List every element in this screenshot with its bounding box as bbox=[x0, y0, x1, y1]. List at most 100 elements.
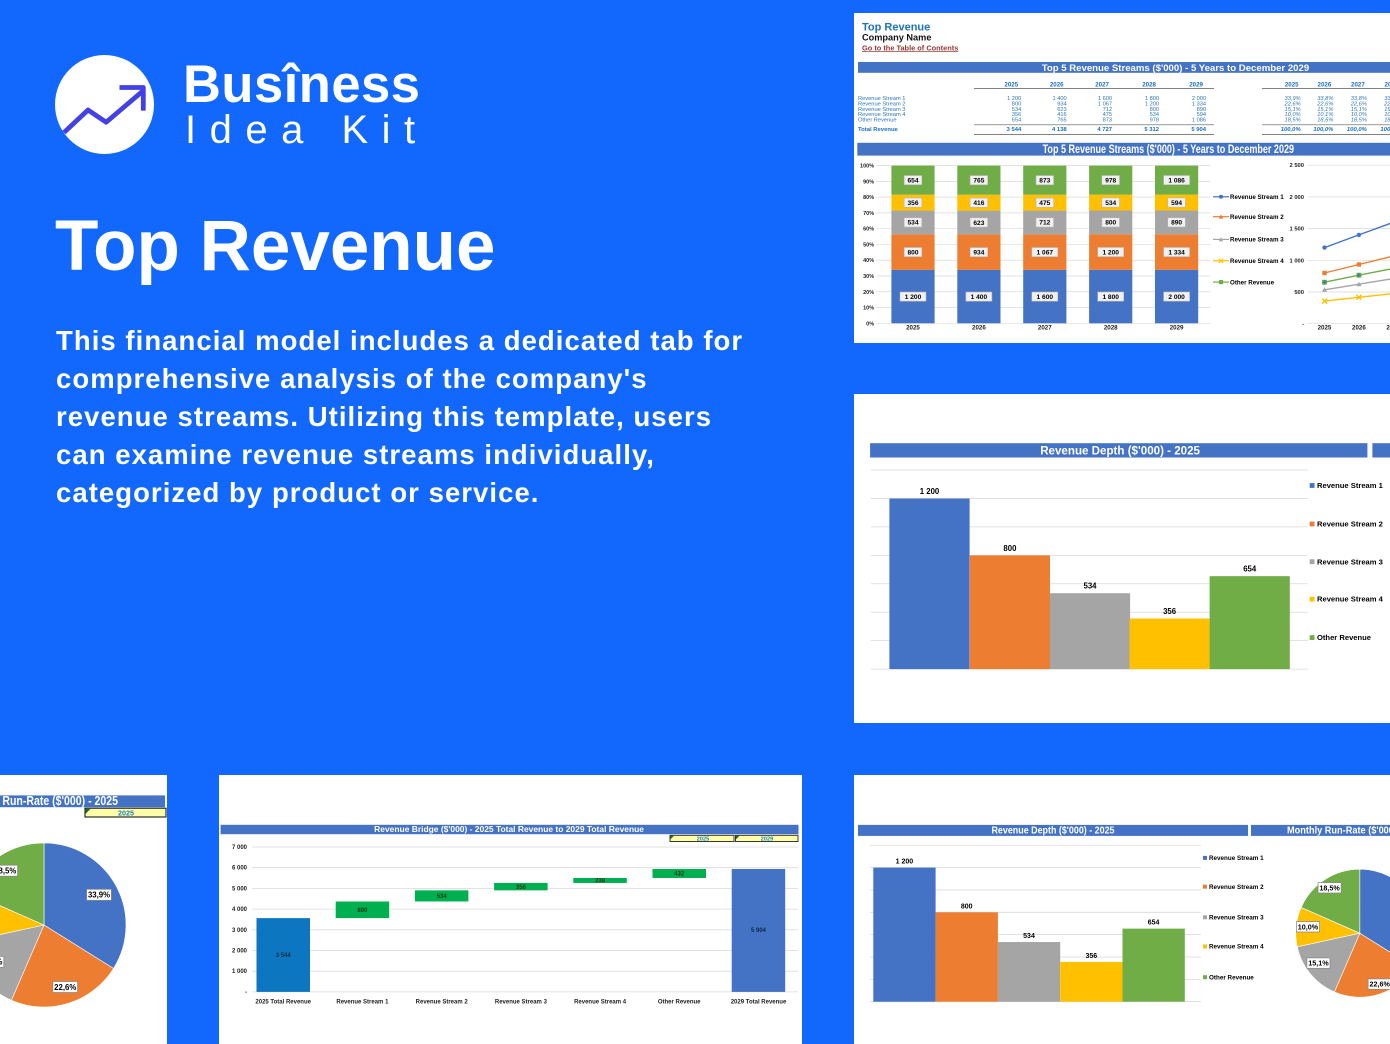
svg-text:1 334: 1 334 bbox=[1192, 101, 1206, 107]
svg-text:22,6%: 22,6% bbox=[1284, 101, 1301, 107]
svg-text:2 000: 2 000 bbox=[1168, 294, 1185, 301]
svg-text:2026: 2026 bbox=[1352, 325, 1366, 332]
svg-text:2027: 2027 bbox=[1386, 325, 1390, 332]
svg-text:2026: 2026 bbox=[1050, 82, 1064, 89]
svg-text:90%: 90% bbox=[863, 179, 874, 185]
svg-text:3 544: 3 544 bbox=[276, 953, 292, 959]
svg-text:4 138: 4 138 bbox=[1052, 127, 1067, 133]
svg-text:1 067: 1 067 bbox=[1098, 101, 1112, 107]
svg-text:890: 890 bbox=[1171, 220, 1182, 227]
svg-text:356: 356 bbox=[1012, 112, 1022, 118]
svg-text:18,4%: 18,4% bbox=[1384, 118, 1390, 124]
svg-text:Revenue Depth ($'000) - 2025: Revenue Depth ($'000) - 2025 bbox=[1040, 443, 1200, 457]
svg-text:765: 765 bbox=[973, 178, 984, 185]
svg-text:654: 654 bbox=[1012, 118, 1022, 124]
svg-text:10,0%: 10,0% bbox=[1285, 112, 1301, 118]
svg-text:33,9%: 33,9% bbox=[1384, 96, 1390, 102]
svg-text:356: 356 bbox=[1163, 607, 1177, 616]
svg-text:40%: 40% bbox=[863, 258, 874, 264]
svg-text:10,0%: 10,0% bbox=[1298, 922, 1319, 931]
svg-text:1 800: 1 800 bbox=[1145, 96, 1159, 102]
svg-text:2026: 2026 bbox=[972, 325, 986, 332]
svg-text:356: 356 bbox=[516, 884, 527, 890]
svg-text:100,0%: 100,0% bbox=[1313, 127, 1334, 133]
svg-text:1 200: 1 200 bbox=[896, 858, 914, 865]
svg-text:Revenue Stream 3: Revenue Stream 3 bbox=[1230, 237, 1284, 244]
svg-text:534: 534 bbox=[1012, 107, 1022, 113]
svg-text:Revenue Stream 3: Revenue Stream 3 bbox=[1209, 914, 1264, 921]
svg-text:Revenue Stream 1: Revenue Stream 1 bbox=[1209, 855, 1264, 862]
svg-text:100,0%: 100,0% bbox=[1347, 127, 1368, 133]
svg-text:22,6%: 22,6% bbox=[54, 982, 76, 991]
svg-text:800: 800 bbox=[1003, 543, 1017, 552]
svg-text:1 600: 1 600 bbox=[1098, 96, 1112, 102]
svg-text:4 727: 4 727 bbox=[1097, 127, 1112, 133]
svg-text:Revenue Stream 1: Revenue Stream 1 bbox=[1230, 194, 1284, 201]
svg-text:Company Name: Company Name bbox=[862, 32, 931, 42]
svg-text:873: 873 bbox=[1039, 178, 1050, 185]
svg-text:2029 Total Revenue: 2029 Total Revenue bbox=[731, 999, 787, 1005]
svg-text:33,8%: 33,8% bbox=[1317, 96, 1333, 102]
svg-text:Other Revenue: Other Revenue bbox=[858, 118, 897, 124]
svg-text:Revenue Stream 1: Revenue Stream 1 bbox=[858, 96, 905, 102]
svg-text:356: 356 bbox=[907, 200, 918, 207]
svg-text:Revenue Stream 4: Revenue Stream 4 bbox=[858, 112, 905, 118]
svg-text:100,0%: 100,0% bbox=[1380, 127, 1390, 133]
svg-text:Revenue Stream 3: Revenue Stream 3 bbox=[495, 999, 548, 1005]
svg-text:15,1%: 15,1% bbox=[1351, 107, 1367, 113]
svg-text:2 000: 2 000 bbox=[232, 948, 248, 954]
svg-text:Revenue Stream 2: Revenue Stream 2 bbox=[1317, 519, 1383, 528]
svg-text:60%: 60% bbox=[863, 227, 874, 233]
svg-text:800: 800 bbox=[357, 908, 368, 914]
svg-text:2 000: 2 000 bbox=[1192, 96, 1206, 102]
svg-text:1 200: 1 200 bbox=[1102, 249, 1119, 256]
svg-text:70%: 70% bbox=[863, 211, 874, 217]
svg-text:22,6%: 22,6% bbox=[1316, 101, 1333, 107]
svg-text:800: 800 bbox=[1105, 220, 1116, 227]
svg-text:2 000: 2 000 bbox=[1289, 195, 1304, 201]
svg-text:765: 765 bbox=[1057, 118, 1067, 124]
svg-text:Other Revenue: Other Revenue bbox=[658, 999, 701, 1005]
svg-text:2027: 2027 bbox=[1038, 325, 1052, 332]
svg-text:1 067: 1 067 bbox=[1037, 249, 1054, 256]
svg-text:-: - bbox=[245, 989, 247, 995]
svg-text:356: 356 bbox=[1085, 952, 1097, 959]
svg-text:2025: 2025 bbox=[1004, 82, 1018, 89]
svg-text:654: 654 bbox=[1148, 919, 1160, 926]
svg-text:2025: 2025 bbox=[697, 836, 709, 842]
svg-text:Revenue Stream 2: Revenue Stream 2 bbox=[416, 999, 469, 1005]
svg-text:Top Revenue: Top Revenue bbox=[862, 22, 930, 34]
svg-text:-: - bbox=[1302, 322, 1304, 328]
svg-text:5 312: 5 312 bbox=[1144, 127, 1159, 133]
svg-text:Revenue Stream 4: Revenue Stream 4 bbox=[1317, 594, 1384, 603]
svg-text:432: 432 bbox=[674, 871, 685, 877]
svg-text:1 200: 1 200 bbox=[919, 487, 939, 496]
svg-text:654: 654 bbox=[1243, 564, 1257, 573]
svg-text:934: 934 bbox=[973, 249, 984, 256]
svg-text:18,5%: 18,5% bbox=[0, 866, 16, 875]
svg-text:534: 534 bbox=[1105, 200, 1116, 207]
svg-text:800: 800 bbox=[961, 903, 973, 910]
svg-text:Revenue Stream 4: Revenue Stream 4 bbox=[574, 999, 627, 1005]
svg-text:2029: 2029 bbox=[761, 836, 773, 842]
svg-text:Revenue Stream 3: Revenue Stream 3 bbox=[858, 107, 905, 113]
svg-text:1 000: 1 000 bbox=[232, 969, 248, 975]
svg-text:534: 534 bbox=[437, 894, 448, 900]
svg-text:623: 623 bbox=[1057, 107, 1067, 113]
svg-text:22,6%: 22,6% bbox=[1383, 101, 1390, 107]
svg-text:18,5%: 18,5% bbox=[1319, 883, 1340, 892]
svg-text:18,5%: 18,5% bbox=[1285, 118, 1301, 124]
svg-text:934: 934 bbox=[1057, 101, 1067, 107]
svg-text:33,8%: 33,8% bbox=[1351, 96, 1367, 102]
svg-text:1 200: 1 200 bbox=[1007, 96, 1021, 102]
svg-text:1 800: 1 800 bbox=[1102, 294, 1119, 301]
svg-text:1 600: 1 600 bbox=[1037, 294, 1054, 301]
svg-text:475: 475 bbox=[1039, 200, 1050, 207]
svg-text:1 086: 1 086 bbox=[1168, 177, 1185, 184]
svg-text:800: 800 bbox=[1150, 107, 1160, 113]
svg-text:10,0%: 10,0% bbox=[1351, 112, 1367, 118]
svg-text:1 000: 1 000 bbox=[1289, 258, 1304, 264]
svg-text:800: 800 bbox=[1012, 101, 1022, 107]
svg-text:10,1%: 10,1% bbox=[1317, 112, 1333, 118]
svg-text:15,1%: 15,1% bbox=[1317, 107, 1333, 113]
